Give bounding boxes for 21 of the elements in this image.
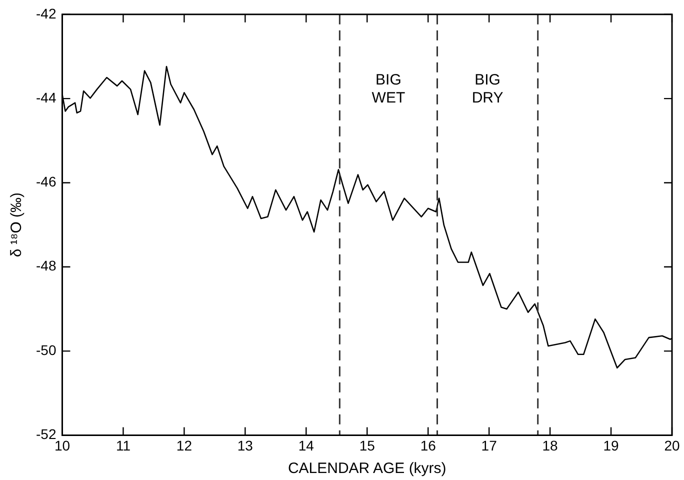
x-tick-label: 14 <box>298 437 314 454</box>
annotation: BIG DRY <box>472 72 504 107</box>
x-tick-label: 17 <box>481 437 498 454</box>
y-tick-label: -44 <box>36 89 56 106</box>
x-tick-label: 15 <box>359 437 376 454</box>
x-tick-label: 10 <box>54 437 70 454</box>
x-tick-label: 11 <box>116 437 131 454</box>
x-tick-label: 13 <box>237 437 254 454</box>
x-tick-label: 16 <box>420 437 436 454</box>
y-tick-label: -48 <box>36 258 56 274</box>
y-tick-label: -46 <box>36 174 56 190</box>
x-tick-label: 19 <box>603 437 620 454</box>
x-axis-title: CALENDAR AGE (kyrs) <box>288 460 446 478</box>
y-tick-label: -50 <box>36 342 56 358</box>
y-tick-label: -42 <box>36 5 56 22</box>
y-axis-title: δ ¹⁸O (‰) <box>8 192 26 258</box>
annotation: BIG WET <box>372 72 406 107</box>
x-tick-label: 20 <box>664 437 680 454</box>
x-tick-label: 12 <box>176 437 192 454</box>
x-tick-label: 18 <box>542 437 558 454</box>
y-tick-label: -52 <box>36 426 56 442</box>
